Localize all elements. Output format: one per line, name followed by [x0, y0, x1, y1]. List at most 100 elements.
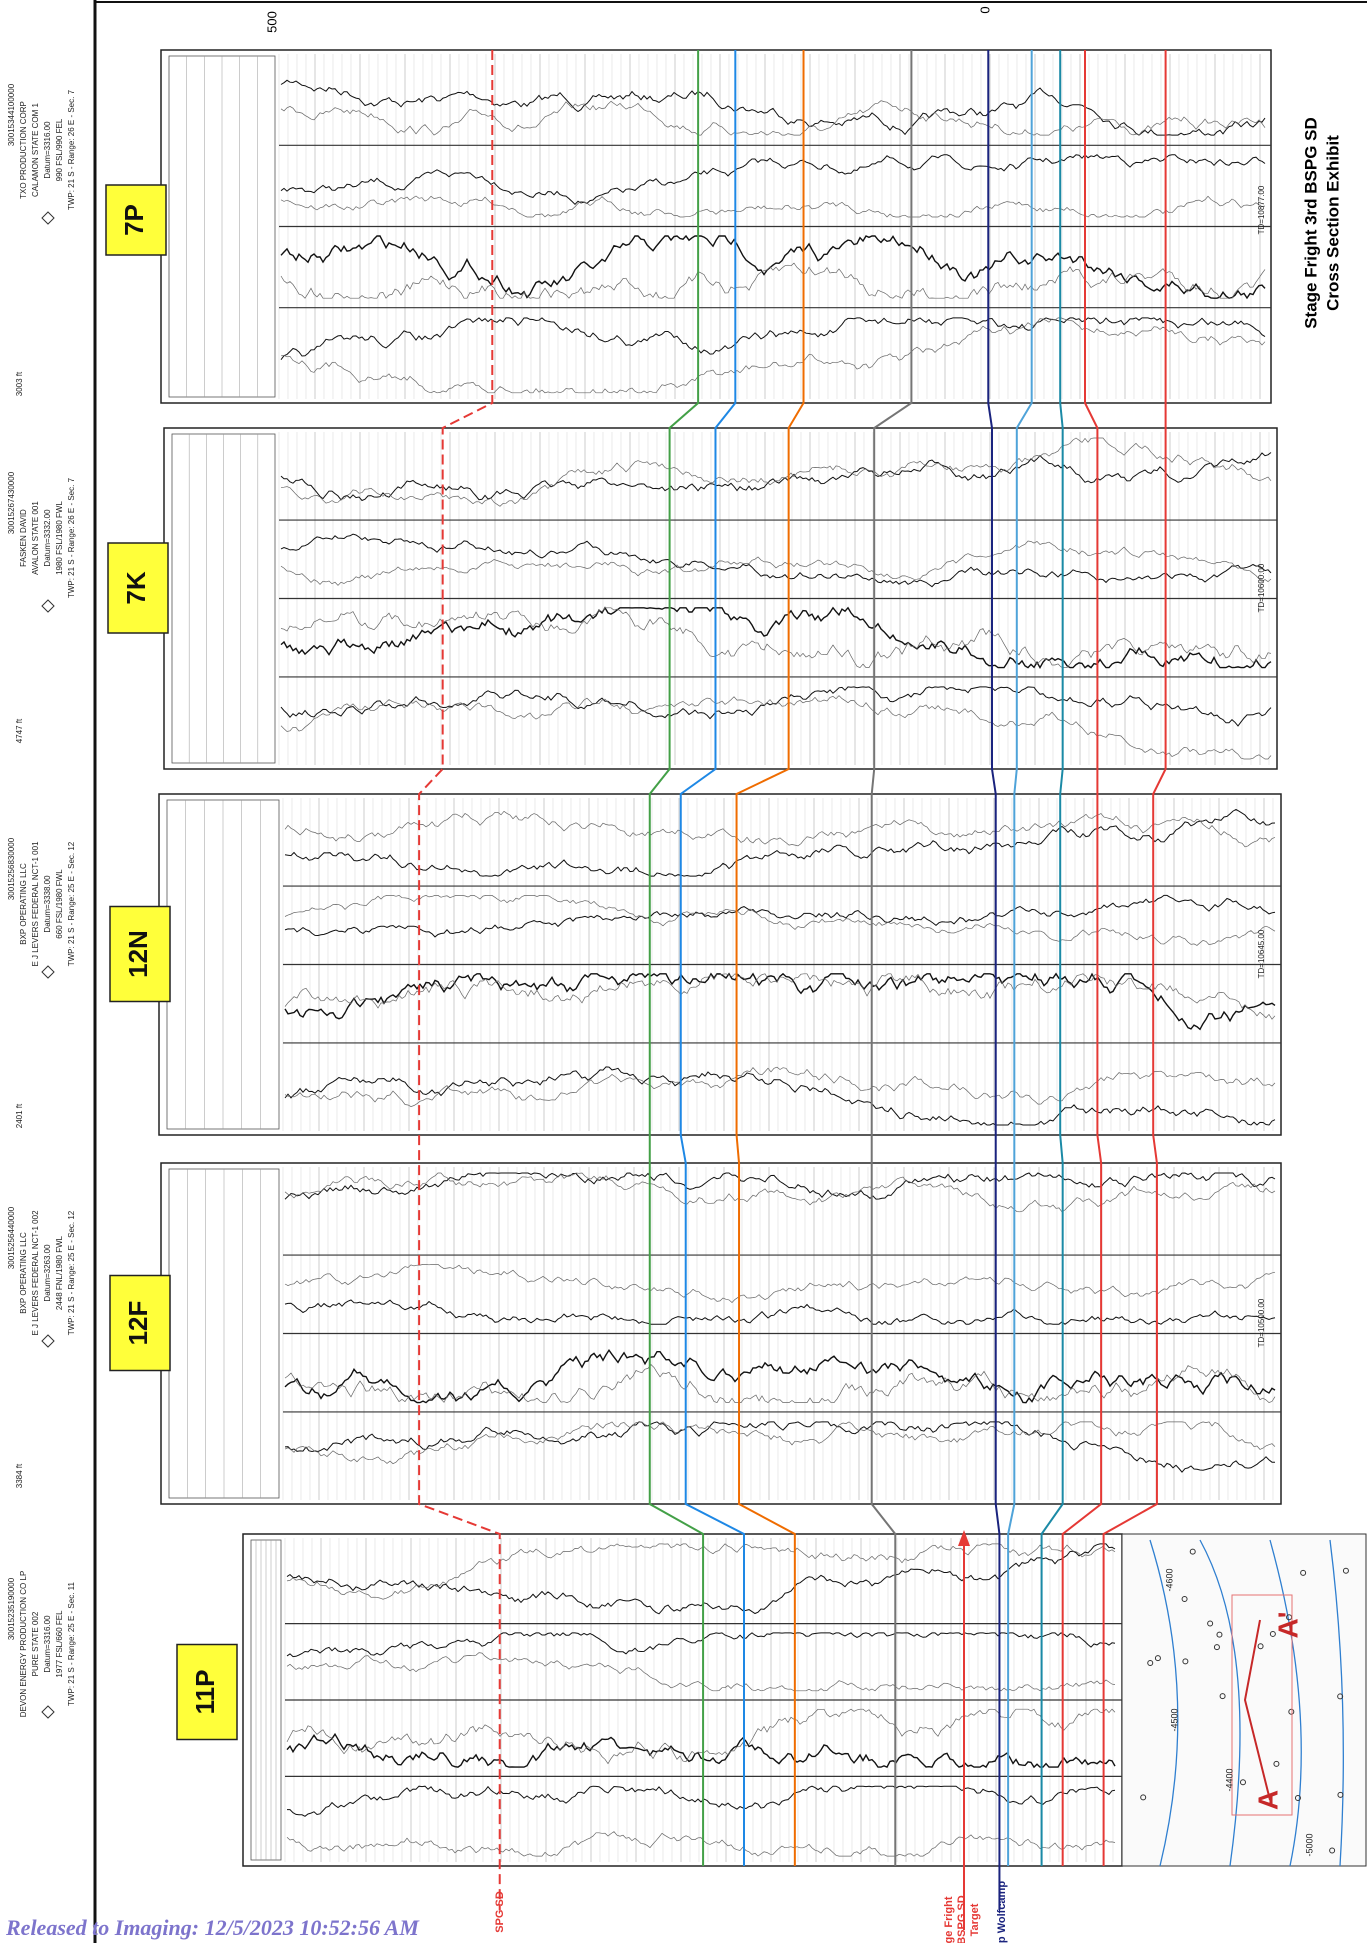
horizon-line — [1102, 50, 1167, 1866]
log-curve — [280, 533, 1272, 588]
well-header-api: 30015267430000 — [7, 471, 16, 534]
well-header-api: 30015256440000 — [7, 1206, 16, 1269]
horizon-label: Target — [969, 1903, 981, 1936]
well-header-api: 30015256830000 — [7, 837, 16, 900]
log-curve — [284, 1421, 1276, 1465]
well-label-box — [109, 1274, 171, 1372]
log-curve — [284, 1363, 1276, 1404]
well-header-operator: TXO PRODUCTION CORP — [19, 101, 28, 199]
well-header-township: TWP: 21 S - Range: 26 E - Sec. 7 — [67, 477, 76, 598]
well-label: 12N — [123, 930, 153, 978]
map-well — [1300, 1569, 1307, 1576]
well-header-township: TWP: 21 S - Range: 25 E - Sec. 12 — [67, 841, 76, 966]
map-well — [1207, 1620, 1214, 1627]
log-curve — [286, 1543, 1116, 1600]
well-header-location: 660 FSL/1980 FWL — [55, 869, 64, 939]
well-header-api: 30015235190000 — [7, 1577, 16, 1640]
well-header-datum: Datum=3316.00 — [43, 121, 52, 179]
ruler-label: 500 — [264, 11, 279, 33]
log-curve — [284, 808, 1276, 877]
log-curve — [280, 100, 1266, 136]
log-curve — [284, 1172, 1276, 1200]
log-curve — [284, 1421, 1275, 1473]
horizon-line — [1040, 50, 1064, 1866]
log-curve — [280, 262, 1266, 299]
horizon-label: ge Fright — [943, 1896, 955, 1943]
well-header-location: 990 FSL/990 FEL — [55, 118, 64, 181]
well-header-operator: BXP OPERATING LLC — [19, 1232, 28, 1314]
horizon-line — [987, 50, 1001, 1910]
well-symbol — [41, 599, 55, 613]
map-well — [1257, 1643, 1264, 1650]
log-curve — [280, 686, 1272, 727]
target-arrow-head — [958, 1530, 970, 1546]
log-curve — [280, 452, 1272, 502]
ruler-label: 0 — [977, 6, 992, 13]
horizon-line — [1061, 50, 1103, 1866]
well-label: 7K — [121, 571, 151, 604]
log-curve — [284, 972, 1276, 1031]
log-curve — [280, 606, 1272, 670]
log-curve — [284, 894, 1276, 938]
horizon-line — [648, 50, 705, 1866]
log-curve — [284, 1299, 1276, 1325]
cross-section: 7P 30015344100000 TXO PRODUCTION CORP CALAM… — [7, 49, 1367, 1943]
well-label-box — [107, 542, 169, 634]
map-well — [1329, 1847, 1336, 1854]
log-curve — [280, 437, 1272, 507]
contour — [1199, 1539, 1241, 1867]
map-label: A' — [1272, 1612, 1303, 1639]
horizon-label: p Wolfcamp — [996, 1881, 1008, 1943]
well-header-location: 2448 FNL/1980 FWL — [55, 1235, 64, 1310]
well-header-api: 30015344100000 — [7, 83, 16, 146]
section-line — [1243, 1619, 1271, 1801]
horizon-line — [1007, 50, 1033, 1866]
total-depth: TD=10877.00 — [1257, 185, 1266, 234]
map-well — [1147, 1660, 1154, 1667]
well-header-lease: E J LEVERS FEDERAL NCT-1 002 — [31, 1210, 40, 1336]
log-curve — [280, 234, 1266, 300]
well-label-box — [109, 905, 171, 1003]
log-curve — [280, 195, 1266, 218]
log-curve — [286, 1708, 1116, 1765]
subtitle: Cross Section Exhibit — [1323, 135, 1342, 311]
well-header-lease: CALAMON STATE COM 1 — [31, 102, 40, 196]
well-header-datum: Datum=3316.00 — [43, 1615, 52, 1673]
log-curve — [280, 317, 1266, 394]
map-well — [1182, 1658, 1189, 1665]
log-curve — [284, 1066, 1276, 1126]
well-label: 12F — [123, 1301, 153, 1346]
log-curve — [280, 695, 1272, 760]
horizon-line — [735, 50, 805, 1866]
well-spacing: 3003 ft — [15, 371, 24, 396]
well-label-box — [105, 184, 167, 256]
log-curve — [280, 317, 1266, 361]
contour — [1269, 1539, 1302, 1867]
log-curve — [286, 1831, 1116, 1857]
horizon-line — [418, 50, 501, 1910]
well-header-location: 1980 FSL/1980 FWL — [55, 501, 64, 575]
well-spacing: 3384 ft — [15, 1463, 24, 1488]
map-well — [1216, 1631, 1223, 1638]
map-well — [1154, 1655, 1161, 1662]
map-well — [1337, 1791, 1344, 1798]
horizon-label: BSPG SD — [956, 1895, 968, 1943]
log-curve — [280, 540, 1272, 586]
well-header-datum: Datum=3263.00 — [43, 1244, 52, 1302]
footer: Released to Imaging: 12/5/2023 10:52:56 … — [5, 1915, 420, 1940]
well-header-township: TWP: 21 S - Range: 26 E - Sec. 7 — [67, 89, 76, 210]
map-well — [1219, 1693, 1226, 1700]
contour-label: -4500 — [1169, 1708, 1179, 1731]
log-curve — [284, 1172, 1276, 1213]
map-well — [1140, 1794, 1147, 1801]
well-symbol — [41, 211, 55, 225]
map-well — [1189, 1548, 1196, 1555]
well-spacing: 2401 ft — [15, 1103, 24, 1128]
well-header-operator: DEVON ENERGY PRODUCTION CO LP — [19, 1571, 28, 1718]
contour — [1329, 1539, 1344, 1867]
well-symbol — [41, 1705, 55, 1719]
log-curve — [286, 1732, 1116, 1769]
log-curve — [280, 607, 1272, 669]
well-header-lease: E J LEVERS FEDERAL NCT-1 001 — [31, 841, 40, 967]
well-header-township: TWP: 21 S - Range: 25 E - Sec. 11 — [67, 1581, 76, 1705]
